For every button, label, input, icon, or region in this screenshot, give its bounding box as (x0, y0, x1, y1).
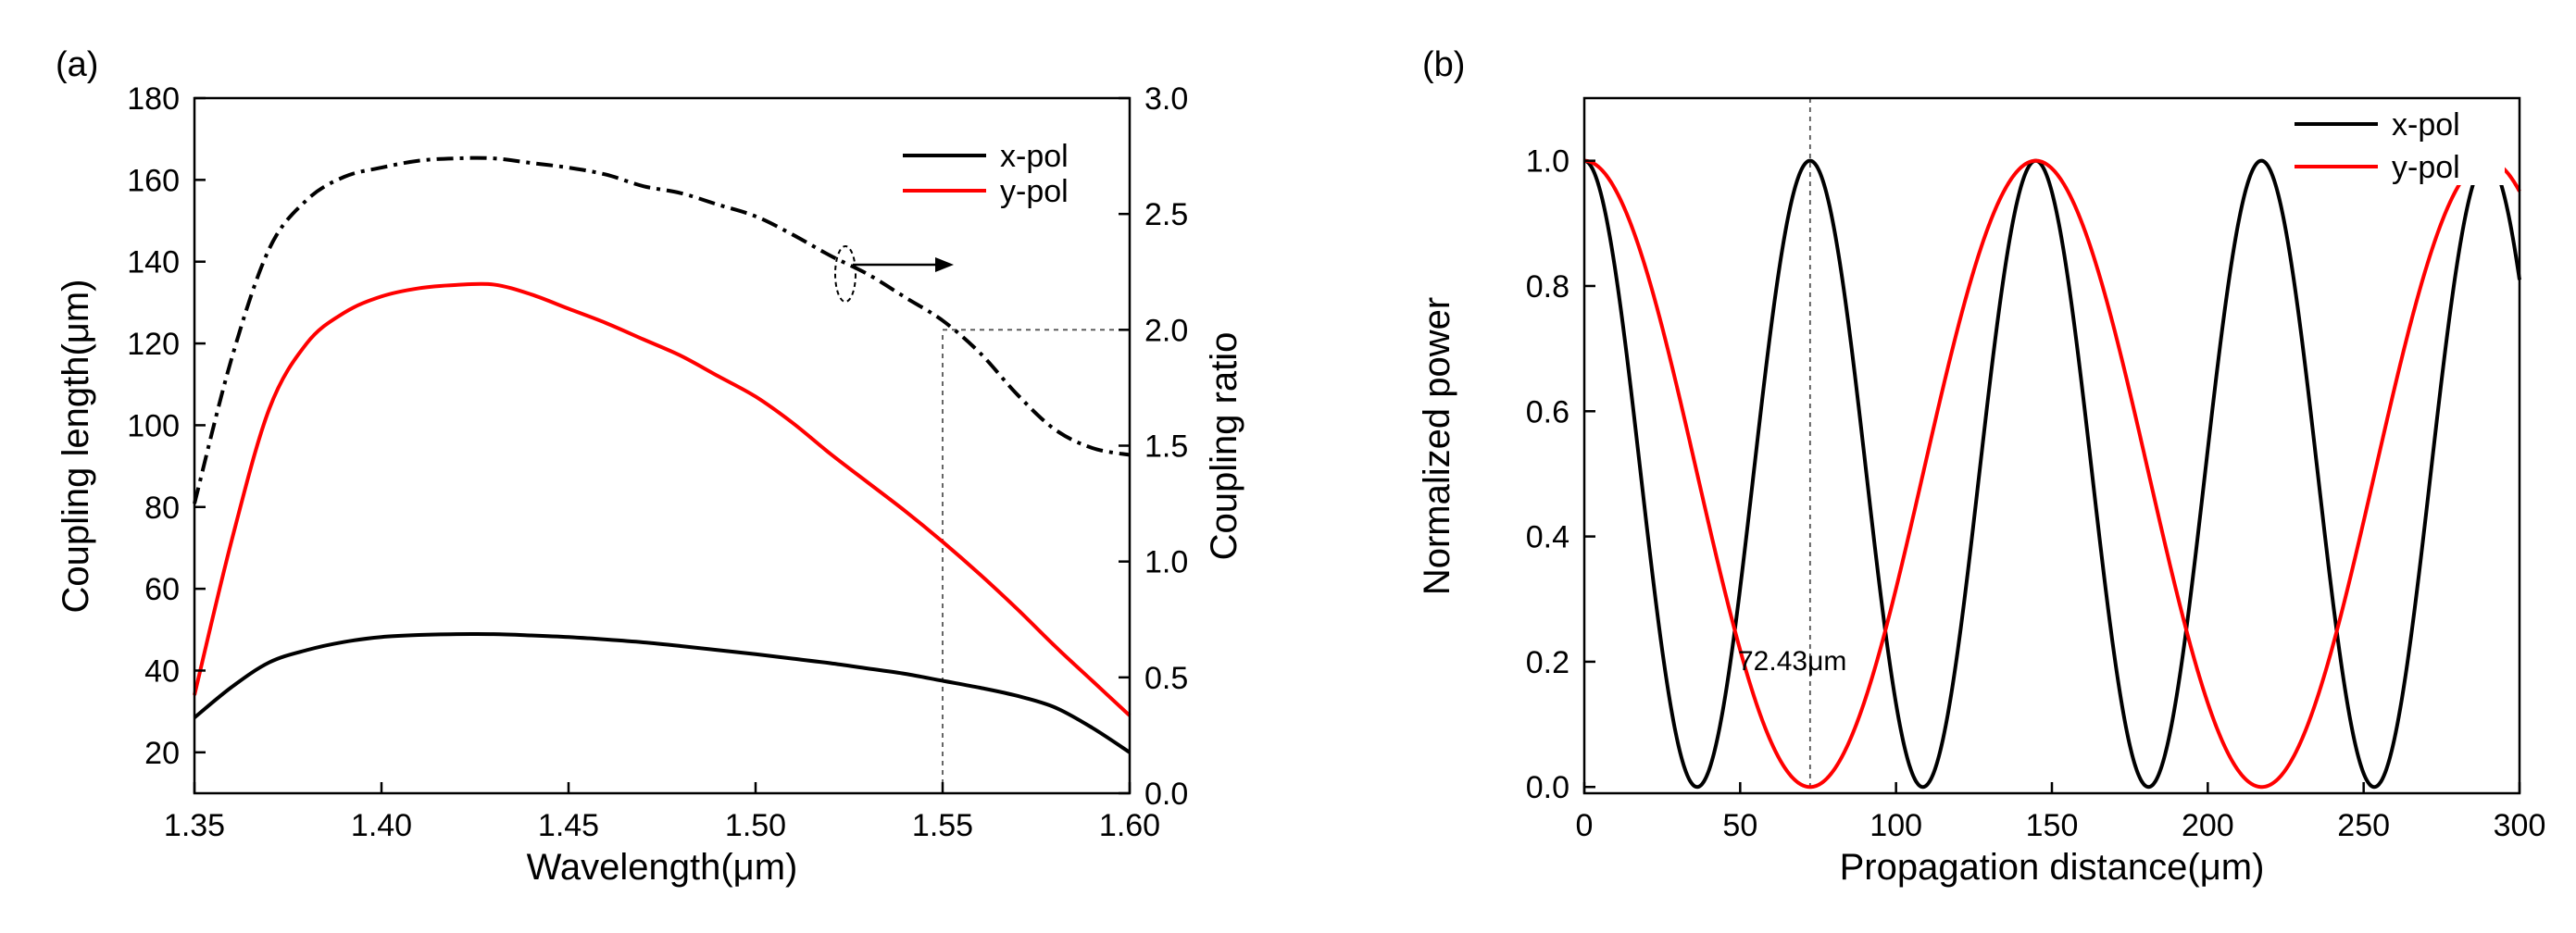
x-tick-label: 100 (1869, 808, 1922, 843)
y-tick-label: 20 (144, 736, 180, 771)
x-tick-label: 200 (2182, 808, 2234, 843)
arrow-right-icon (935, 257, 954, 272)
y-tick-label: 60 (144, 572, 180, 607)
panel-a-x-ticks: 1.35 1.40 1.45 1.50 1.55 1.60 (164, 782, 1160, 843)
y2-tick-label: 0.5 (1144, 661, 1188, 696)
panel-b-series (1583, 158, 2521, 790)
right-axis-indicator (834, 245, 954, 303)
x-tick-label: 150 (2026, 808, 2079, 843)
indicator-ellipse (834, 245, 857, 303)
x-tick-label: 1.50 (725, 808, 786, 843)
legend-label-y-pol: y-pol (1000, 174, 1069, 209)
legend-label-x-pol: x-pol (1000, 139, 1069, 174)
y-tick-label: 120 (127, 327, 180, 362)
y-tick-label: 40 (144, 653, 180, 689)
panel-b: (b) 0 50 100 150 200 250 300 0.0 0.2 0.4 0.6 0.8 1.… (1417, 45, 2545, 888)
series-x-pol (1583, 158, 2521, 790)
panel-a: (a) 1.35 1.40 1.45 1.50 1.55 1.60 20 40 60 80 100… (56, 45, 1244, 888)
y-tick-label: 160 (127, 163, 180, 198)
x-tick-label: 250 (2337, 808, 2390, 843)
y2-tick-label: 1.5 (1144, 429, 1188, 465)
y2-tick-label: 2.5 (1144, 197, 1188, 232)
y2-tick-label: 0.0 (1144, 777, 1188, 812)
panel-a-y-axis-label: Coupling length(μm) (56, 280, 96, 614)
panel-b-label: (b) (1422, 45, 1465, 84)
y2-tick-label: 1.0 (1144, 545, 1188, 580)
x-tick-label: 0 (1576, 808, 1594, 843)
panel-b-x-axis-label: Propagation distance(μm) (1840, 847, 2265, 888)
series-y-pol (193, 281, 1132, 717)
panel-a-series (193, 156, 1132, 754)
panel-b-x-ticks: 0 50 100 150 200 250 300 (1576, 782, 2546, 843)
y-tick-label: 0.0 (1526, 770, 1569, 805)
y-tick-label: 100 (127, 408, 180, 443)
series-x-pol (193, 632, 1132, 754)
panel-b-legend: x-pol y-pol (2287, 104, 2505, 185)
panel-a-y2-ticks: 0.0 0.5 1.0 1.5 2.0 2.5 3.0 (1119, 81, 1188, 812)
y2-tick-label: 2.0 (1144, 313, 1188, 348)
x-tick-label: 1.35 (164, 808, 225, 843)
panel-a-y-ticks: 20 40 60 80 100 120 140 160 180 (127, 81, 206, 771)
coupling-length-annotation: 72.43μm (1738, 646, 1846, 677)
panel-b-y-ticks: 0.0 0.2 0.4 0.6 0.8 1.0 (1526, 144, 1595, 805)
x-tick-label: 50 (1722, 808, 1757, 843)
legend-b-background (2287, 104, 2505, 185)
legend-b-label-y-pol: y-pol (2392, 150, 2460, 185)
y-tick-label: 180 (127, 81, 180, 117)
x-tick-label: 1.60 (1099, 808, 1160, 843)
panel-b-y-axis-label: Normalized power (1417, 297, 1457, 595)
panel-a-legend: x-pol y-pol (903, 139, 1069, 209)
y-tick-label: 0.8 (1526, 269, 1569, 305)
x-tick-label: 1.40 (351, 808, 412, 843)
x-tick-label: 1.45 (538, 808, 599, 843)
panel-a-y2-axis-label: Coupling ratio (1204, 332, 1244, 561)
y-tick-label: 1.0 (1526, 144, 1569, 180)
y-tick-label: 140 (127, 245, 180, 280)
x-tick-label: 1.55 (912, 808, 973, 843)
series-y-pol (1583, 158, 2521, 790)
y-tick-label: 80 (144, 491, 180, 526)
series-coupling-ratio (193, 156, 1131, 504)
panel-a-x-axis-label: Wavelength(μm) (527, 847, 798, 888)
legend-b-label-x-pol: x-pol (2392, 107, 2460, 143)
y-tick-label: 0.2 (1526, 645, 1569, 680)
x-tick-label: 300 (2494, 808, 2546, 843)
y2-tick-label: 3.0 (1144, 81, 1188, 117)
panel-a-reference-lines (942, 329, 1130, 793)
y-tick-label: 0.4 (1526, 520, 1569, 555)
y-tick-label: 0.6 (1526, 394, 1569, 429)
panel-a-label: (a) (56, 45, 98, 84)
